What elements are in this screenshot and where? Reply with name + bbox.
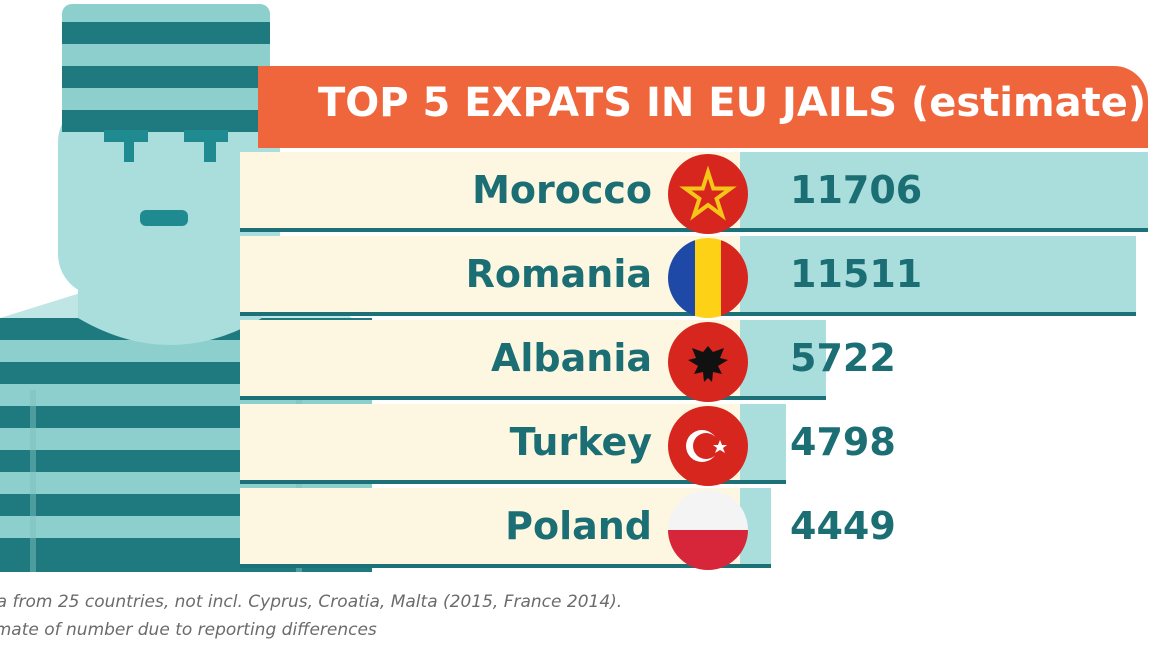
bar-row: Albania 5722 xyxy=(240,320,896,402)
category-label: Poland xyxy=(505,504,652,548)
bar xyxy=(740,320,826,396)
bar-row: Morocco 11706 xyxy=(240,152,1148,234)
prisoner-mouth xyxy=(140,210,188,226)
chart-title: TOP 5 EXPATS IN EU JAILS (estimate) xyxy=(318,80,1147,126)
category-label: Romania xyxy=(465,252,652,296)
albania-flag-icon xyxy=(668,322,748,402)
value-label: 5722 xyxy=(790,336,896,380)
prisoner-right-eye xyxy=(184,130,228,162)
bar xyxy=(740,152,1148,228)
bar-row: Romania 11511 xyxy=(240,236,1136,318)
value-label: 11706 xyxy=(790,168,923,212)
prisoner-hat xyxy=(62,4,270,132)
romania-flag-icon xyxy=(668,238,748,318)
turkey-flag-icon xyxy=(668,406,748,486)
category-label: Albania xyxy=(491,336,652,380)
value-label: 11511 xyxy=(790,252,923,296)
footnote-1: ta from 25 countries, not incl. Cyprus, … xyxy=(0,592,623,612)
bar-row: Poland 4449 xyxy=(240,488,896,570)
prisoner-head xyxy=(58,100,280,296)
category-label: Morocco xyxy=(472,168,652,212)
category-label: Turkey xyxy=(509,420,652,464)
bar xyxy=(740,236,1136,312)
poland-flag-icon xyxy=(668,490,748,570)
footnote-2: imate of number due to reporting differe… xyxy=(0,620,377,640)
bar-row: Turkey 4798 xyxy=(240,404,896,486)
title-banner: TOP 5 EXPATS IN EU JAILS (estimate) xyxy=(258,66,1148,148)
value-label: 4798 xyxy=(790,420,896,464)
value-label: 4449 xyxy=(790,504,896,548)
morocco-flag-icon xyxy=(668,154,748,234)
prisoner-left-eye xyxy=(104,130,148,162)
